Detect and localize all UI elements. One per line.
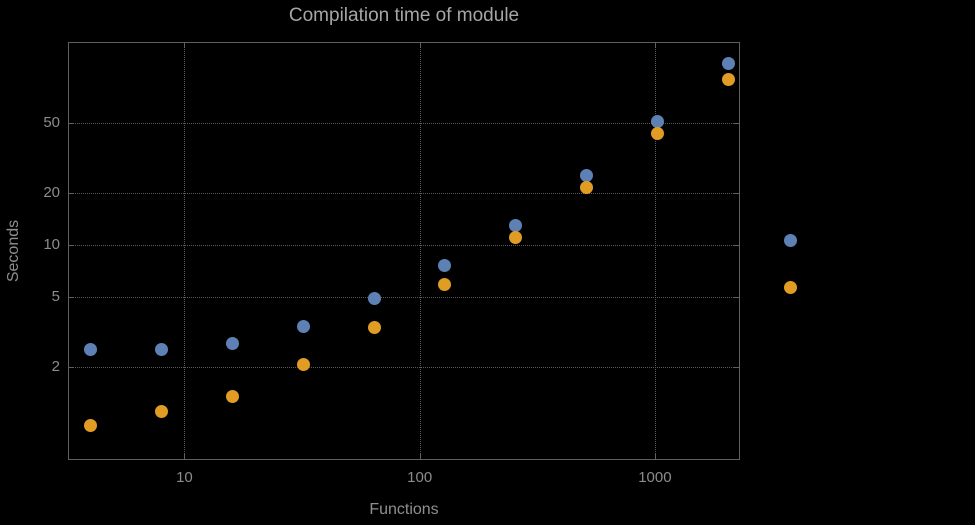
data-point-series-1-x32 [296, 319, 310, 333]
tick-label-x-10: 10 [176, 469, 193, 486]
grid-line-y-10 [68, 244, 740, 246]
tick-mark-y-left-5 [68, 297, 74, 299]
data-point-series-2-x512 [580, 180, 593, 194]
data-point-series-2-x256 [509, 231, 523, 245]
legend-marker-series-1 [783, 233, 797, 247]
grid-line-x-10 [184, 42, 186, 460]
data-point-series-1-x4 [84, 343, 98, 357]
data-point-series-2-x2048 [721, 72, 735, 86]
data-point-series-2-x32 [296, 358, 310, 372]
data-point-series-2-x16 [225, 389, 239, 403]
tick-mark-x-bottom-100 [419, 454, 421, 460]
tick-label-y-50: 50 [43, 114, 60, 132]
chart-title: Compilation time of module [288, 5, 520, 26]
data-point-series-1-x2048 [721, 57, 735, 71]
tick-mark-y-right-5 [734, 297, 740, 299]
grid-line-x-1000 [654, 42, 656, 460]
data-point-series-1-x256 [509, 218, 523, 232]
plot-area [68, 42, 740, 460]
data-point-series-2-x4 [84, 418, 98, 432]
tick-label-y-20: 20 [43, 183, 60, 201]
tick-label-y-2: 2 [51, 357, 60, 375]
tick-label-y-10: 10 [43, 235, 60, 253]
tick-label-x-100: 100 [407, 469, 433, 486]
grid-line-y-20 [68, 192, 740, 194]
tick-mark-y-left-2 [68, 366, 74, 368]
data-point-series-1-x128 [438, 259, 452, 273]
tick-mark-x-bottom-1000 [654, 454, 656, 460]
x-axis-label: Functions [369, 501, 439, 518]
data-point-series-2-x64 [367, 321, 381, 335]
data-point-series-1-x1024 [650, 115, 664, 129]
tick-label-y-5: 5 [51, 288, 60, 306]
data-point-series-2-x1024 [650, 126, 664, 140]
grid-line-y-2 [68, 366, 740, 368]
tick-label-x-1000: 1000 [638, 469, 672, 486]
tick-mark-y-right-50 [734, 123, 740, 125]
tick-mark-y-right-10 [734, 244, 740, 246]
data-point-series-1-x16 [225, 337, 239, 351]
grid-line-x-100 [419, 42, 421, 460]
grid-line-y-50 [68, 123, 740, 125]
tick-mark-x-top-1000 [654, 42, 656, 48]
tick-mark-y-left-20 [68, 192, 74, 194]
tick-mark-x-top-100 [419, 42, 421, 48]
data-point-series-1-x64 [367, 292, 381, 306]
tick-mark-y-right-20 [734, 192, 740, 194]
data-point-series-1-x8 [155, 343, 169, 357]
grid-line-y-5 [68, 297, 740, 299]
tick-mark-x-top-10 [184, 42, 186, 48]
tick-mark-x-bottom-10 [184, 454, 186, 460]
data-point-series-1-x512 [580, 169, 593, 183]
tick-mark-y-right-2 [734, 366, 740, 368]
data-point-series-2-x128 [438, 278, 452, 292]
tick-mark-y-left-50 [68, 123, 74, 125]
tick-mark-y-left-10 [68, 244, 74, 246]
data-point-series-2-x8 [155, 405, 169, 419]
legend-marker-series-2 [783, 280, 797, 294]
